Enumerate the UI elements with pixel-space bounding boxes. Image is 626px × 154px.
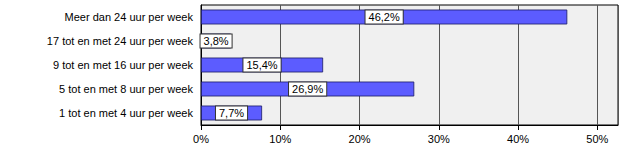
svg-text:9 tot en met 16 uur per week: 9 tot en met 16 uur per week [53,59,194,71]
svg-text:Meer dan 24 uur per week: Meer dan 24 uur per week [65,11,194,23]
svg-text:0%: 0% [193,133,209,145]
svg-text:40%: 40% [507,133,529,145]
svg-text:50%: 50% [586,133,608,145]
svg-text:20%: 20% [349,133,371,145]
svg-text:1 tot en met 4 uur per week: 1 tot en met 4 uur per week [59,107,193,119]
svg-text:46,2%: 46,2% [369,11,400,23]
svg-text:5 tot en met 8 uur per week: 5 tot en met 8 uur per week [59,83,193,95]
svg-text:15,4%: 15,4% [246,59,277,71]
svg-text:30%: 30% [428,133,450,145]
svg-text:3,8%: 3,8% [204,35,229,47]
svg-text:26,9%: 26,9% [292,83,323,95]
svg-text:7,7%: 7,7% [219,107,244,119]
svg-text:17 tot en met 24 uur per week: 17 tot en met 24 uur per week [47,35,194,47]
svg-text:10%: 10% [269,133,291,145]
